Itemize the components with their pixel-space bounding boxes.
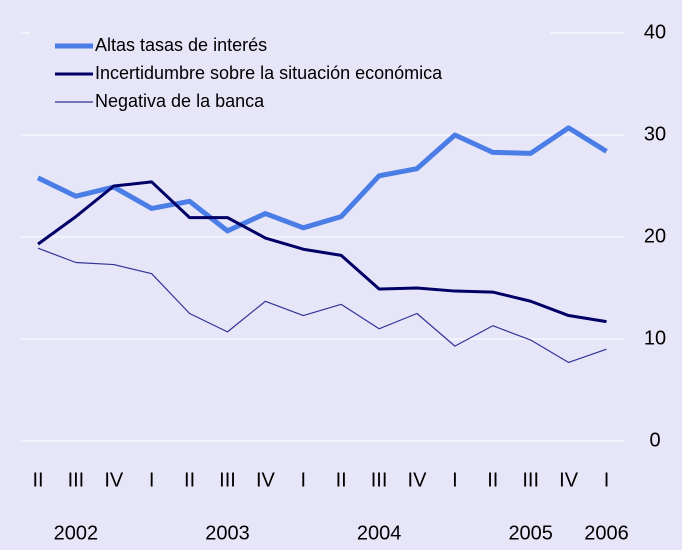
series-line (37, 247, 607, 364)
legend-label: Negativa de la banca (95, 91, 265, 111)
year-label: 2004 (357, 522, 402, 544)
y-tick-label: 30 (644, 123, 666, 145)
series-line (37, 180, 607, 324)
series-line (36, 125, 608, 234)
x-tick-label: III (219, 469, 236, 491)
x-tick-label: I (604, 469, 610, 491)
y-tick-label: 20 (644, 225, 666, 247)
y-tick-label: 0 (649, 429, 660, 451)
x-tick-label: II (32, 469, 43, 491)
legend-label: Incertidumbre sobre la situación económi… (95, 63, 443, 83)
x-tick-label: II (487, 469, 498, 491)
x-tick-label: IV (408, 469, 428, 491)
x-tick-label: I (301, 469, 307, 491)
x-tick-label: II (336, 469, 347, 491)
x-tick-label: IV (104, 469, 124, 491)
legend: Altas tasas de interés Incertidumbre sobr… (30, 22, 550, 117)
year-label: 2002 (54, 522, 99, 544)
x-tick-label: I (149, 469, 155, 491)
legend-label: Altas tasas de interés (95, 35, 267, 55)
x-tick-label: IV (559, 469, 579, 491)
year-label: 2005 (508, 522, 553, 544)
y-tick-label: 10 (644, 327, 666, 349)
year-label: 2006 (584, 522, 629, 544)
x-tick-label: IV (256, 469, 276, 491)
year-label: 2003 (205, 522, 250, 544)
y-tick-label: 40 (644, 21, 666, 43)
x-tick-label: II (184, 469, 195, 491)
legend-bg (30, 22, 550, 117)
x-tick-label: III (371, 469, 388, 491)
x-tick-label: III (68, 469, 85, 491)
x-tick-label: I (452, 469, 458, 491)
x-tick-label: III (522, 469, 539, 491)
